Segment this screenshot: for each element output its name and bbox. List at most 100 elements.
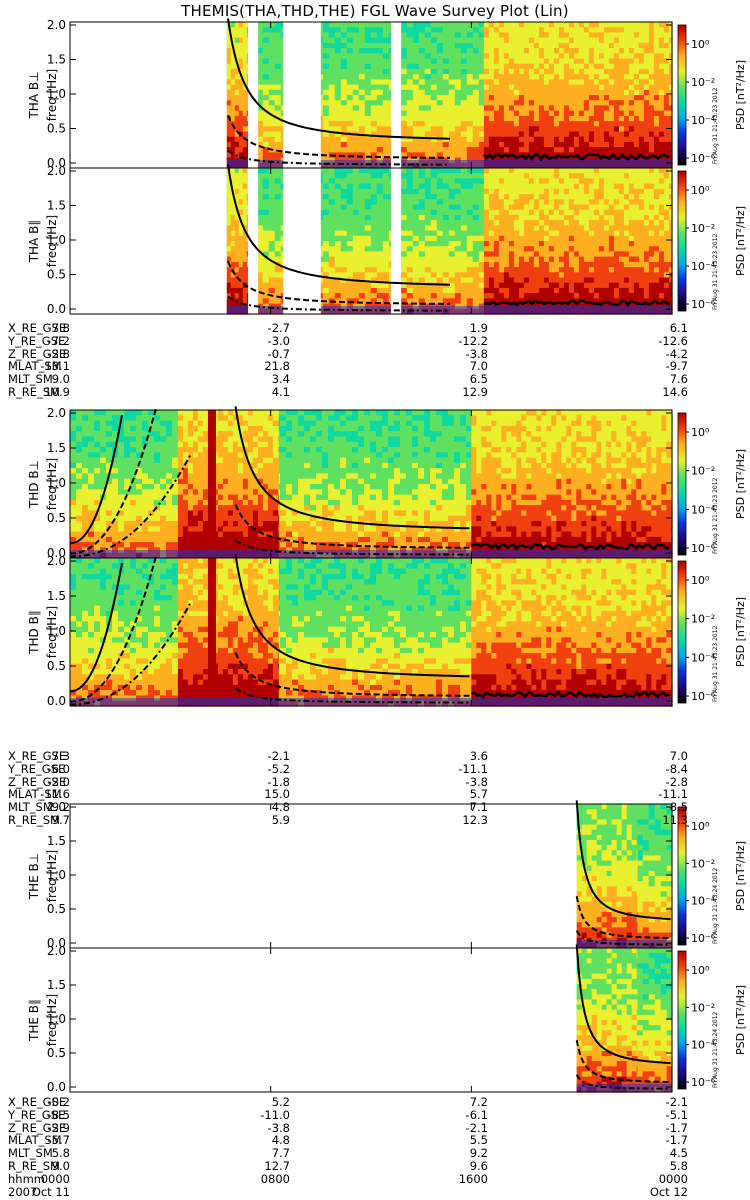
ephemeris-value: 0000 bbox=[40, 1171, 70, 1186]
ephemeris-value: 7.2 bbox=[469, 1095, 488, 1109]
panel-frame bbox=[69, 947, 673, 1093]
frequency-curve bbox=[70, 455, 191, 558]
ephemeris-value: 9.0 bbox=[51, 1159, 70, 1173]
spectrogram-data bbox=[70, 558, 673, 707]
colorbar-tick-label: 10⁻⁶ bbox=[691, 932, 716, 945]
ephemeris-label: MLT_SM bbox=[8, 372, 53, 387]
colorbar-tick-label: 10⁻⁶ bbox=[691, 1076, 716, 1089]
ephemeris-value: 7.7 bbox=[271, 1146, 290, 1161]
ephemeris-value: 1.9 bbox=[469, 321, 488, 335]
timestamp: Fri Aug 31 21:43:23 2012 bbox=[712, 87, 719, 164]
frequency-curve bbox=[70, 603, 191, 706]
colorbar bbox=[677, 950, 687, 1090]
colorbar-tick-label: 10⁰ bbox=[691, 38, 710, 51]
spectrogram-data bbox=[226, 168, 673, 315]
freq-axis-label: freq [Hz] bbox=[45, 606, 59, 658]
frequency-curve bbox=[227, 18, 450, 140]
frequency-curve bbox=[234, 406, 470, 530]
frequency-curve bbox=[234, 504, 470, 549]
lowfreq-band bbox=[226, 160, 673, 168]
ephemeris-value: 0000 bbox=[658, 1171, 688, 1186]
ephemeris-value: 9.2 bbox=[51, 800, 70, 815]
ephemeris-value: -11.1 bbox=[658, 787, 688, 802]
ytick-label: 0.0 bbox=[47, 694, 66, 708]
ytick-label: 0.5 bbox=[47, 659, 66, 673]
ephemeris-value: 5.9 bbox=[271, 813, 290, 827]
colorbar-tick-label: 10⁻² bbox=[691, 465, 715, 478]
ephemeris-value: 7.3 bbox=[51, 749, 70, 763]
ephemeris-label: 2007 bbox=[8, 1184, 38, 1199]
ephemeris-value: Oct 11 bbox=[31, 1184, 70, 1199]
spectrogram-panel: 0.0 0.5 1.0 1.5 2.0 THE B⊥ freq [Hz] 10⁰ 10⁻² 10⁻… bbox=[27, 800, 747, 950]
ephemeris-label: MLT_SM bbox=[8, 800, 53, 815]
ephemeris-value: -2.1 bbox=[465, 1120, 488, 1135]
frequency-curve bbox=[471, 542, 670, 551]
ytick-label: 2.0 bbox=[47, 800, 66, 814]
ephemeris-value: 7.1 bbox=[469, 800, 488, 815]
ytick-label: 1.5 bbox=[47, 978, 66, 992]
ytick-label: 1.5 bbox=[47, 589, 66, 603]
ephemeris-value: -8.4 bbox=[665, 761, 688, 776]
panel-ylabel: THD B∥ bbox=[27, 610, 41, 655]
frequency-curve bbox=[227, 115, 450, 159]
data-gap bbox=[248, 168, 259, 314]
ytick-label: 1.0 bbox=[47, 233, 66, 247]
ytick-label: 1.5 bbox=[47, 199, 66, 213]
ephemeris-table: X_RE_GSE 7.3 -2.1 3.6 7.0 Y_RE_GSE -6.0 -5.2 -11… bbox=[0, 750, 750, 829]
ephemeris-value: -7.2 bbox=[47, 333, 70, 348]
frequency-curve bbox=[234, 539, 470, 556]
ytick-label: 2.0 bbox=[47, 18, 66, 32]
colorbar-tick-label: 10⁻⁴ bbox=[691, 651, 716, 664]
ytick-label: 0.5 bbox=[47, 122, 66, 136]
ephemeris-value: -3.8 bbox=[465, 346, 488, 361]
ephemeris-value: -3.8 bbox=[465, 774, 488, 789]
panel-background bbox=[70, 804, 672, 948]
ytick-label: 0.5 bbox=[47, 1046, 66, 1060]
frequency-curve bbox=[69, 407, 157, 555]
ephemeris-value: 5.7 bbox=[469, 787, 488, 802]
frequency-curve bbox=[69, 414, 123, 545]
ephemeris-value: 9.7 bbox=[51, 813, 70, 827]
data-gap bbox=[391, 168, 402, 314]
timestamp: Fri Aug 31 21:43:23 2012 bbox=[712, 233, 719, 310]
colorbar-tick-label: 10⁻⁶ bbox=[691, 690, 716, 703]
ephemeris-label: MLAT_SM bbox=[8, 1133, 62, 1148]
ephemeris-value: 9.6 bbox=[469, 1159, 488, 1173]
ytick-label: 1.5 bbox=[47, 834, 66, 848]
ephemeris-value: -8.5 bbox=[47, 1107, 70, 1122]
ephemeris-value: -12.2 bbox=[458, 333, 488, 348]
ephemeris-value: -1.7 bbox=[665, 1120, 688, 1135]
ephemeris-value: -2.1 bbox=[665, 1095, 688, 1109]
panel-ylabel: THA B⊥ bbox=[27, 71, 41, 119]
spectrogram-panel: 0.0 0.5 1.0 1.5 2.0 THA B⊥ freq [Hz] 10⁰ 10⁻² 10⁻… bbox=[27, 18, 747, 170]
ephemeris-value: 7.8 bbox=[51, 321, 70, 335]
ephemeris-label: X_RE_GSE bbox=[8, 749, 67, 763]
colorbar bbox=[677, 806, 687, 946]
ephemeris-value: -11.1 bbox=[458, 761, 488, 776]
frequency-curve bbox=[575, 944, 671, 1065]
ephemeris-value: -11.0 bbox=[260, 1107, 290, 1122]
ephemeris-value: 5.8 bbox=[51, 1146, 70, 1161]
ytick-label: 0.0 bbox=[47, 546, 66, 560]
ephemeris-value: 10.9 bbox=[44, 385, 70, 399]
colorbar-tick-label: 10⁰ bbox=[691, 820, 710, 833]
ytick-label: 0.0 bbox=[47, 1080, 66, 1094]
ephemeris-value: -0.7 bbox=[267, 346, 290, 361]
ephemeris-value: 14.6 bbox=[662, 385, 688, 399]
ephemeris-label: MLT_SM bbox=[8, 1146, 53, 1161]
timestamp: Fri Aug 31 21:43:23 2012 bbox=[712, 625, 719, 702]
ytick-label: 0.0 bbox=[47, 936, 66, 950]
colorbar-label: PSD [nT²/Hz] bbox=[734, 597, 747, 667]
freq-axis-label: freq [Hz] bbox=[45, 850, 59, 902]
colorbar-tick-label: 10⁰ bbox=[691, 964, 710, 977]
colorbar-tick-label: 10⁻² bbox=[691, 613, 715, 626]
timestamp: Fri Aug 31 21:43:23 2012 bbox=[712, 477, 719, 554]
ephemeris-value: 9.0 bbox=[51, 372, 70, 387]
ephemeris-value: 4.8 bbox=[271, 1133, 290, 1148]
ephemeris-value: 7.0 bbox=[469, 359, 488, 374]
ephemeris-value: 21.8 bbox=[264, 359, 290, 374]
ephemeris-label: Z_RE_GSE bbox=[8, 774, 67, 789]
spectral-band bbox=[207, 410, 216, 558]
ephemeris-value: 8.5 bbox=[669, 800, 688, 815]
spectrogram-panel: 0.0 0.5 1.0 1.5 2.0 THE B∥ freq [Hz] 10⁰ 10⁻² 10⁻… bbox=[27, 944, 747, 1094]
